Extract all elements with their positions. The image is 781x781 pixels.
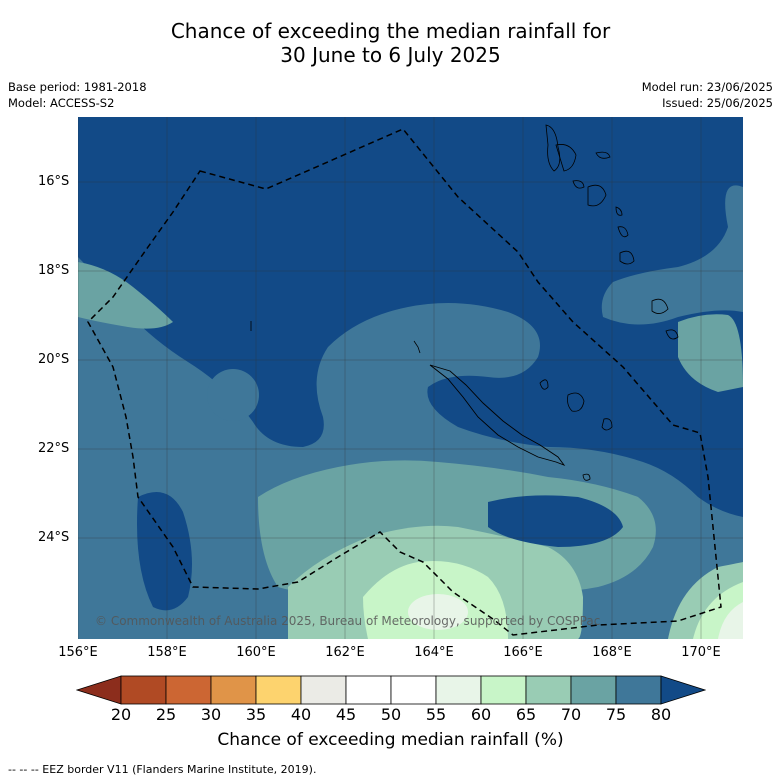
colorbar-tick-30: 30 xyxy=(200,705,222,724)
model-name: Model: ACCESS-S2 xyxy=(8,96,115,110)
zone-55-60-south xyxy=(408,594,468,630)
vanuatu-island-10 xyxy=(665,329,679,340)
colorbar-segment-70-75 xyxy=(570,675,617,705)
copyright-notice: © Commonwealth of Australia 2025, Bureau… xyxy=(95,614,601,628)
colorbar-tick-25: 25 xyxy=(155,705,177,724)
title-line-1: Chance of exceeding the median rainfall … xyxy=(170,19,611,43)
colorbar-tick-60: 60 xyxy=(470,705,492,724)
map-title: Chance of exceeding the median rainfall … xyxy=(0,19,781,67)
colorbar-tick-50: 50 xyxy=(380,705,402,724)
lon-label-162e: 162°E xyxy=(325,645,365,660)
colorbar-segment-50-55 xyxy=(390,675,437,705)
colorbar-segment-55-60 xyxy=(435,675,482,705)
lon-label-166e: 166°E xyxy=(503,645,543,660)
lat-label-22s: 22°S xyxy=(38,441,70,456)
new-caledonia-north xyxy=(413,340,421,354)
lon-label-170e: 170°E xyxy=(681,645,721,660)
colorbar-segment-60-65 xyxy=(480,675,527,705)
colorbar-tick-45: 45 xyxy=(335,705,357,724)
base-period: Base period: 1981-2018 xyxy=(8,80,147,94)
lat-label-24s: 24°S xyxy=(38,530,70,545)
new-caledonia-island xyxy=(429,364,566,466)
colorbar-tick-35: 35 xyxy=(245,705,267,724)
vanuatu-island-9 xyxy=(651,298,669,314)
zone-over-80 xyxy=(78,117,743,517)
loyalty-island-2 xyxy=(567,392,585,412)
colorbar-segment-25-30 xyxy=(165,675,212,705)
zone-70-75-east xyxy=(678,314,743,392)
lon-label-160e: 160°E xyxy=(236,645,276,660)
colorbar-segment-40-45 xyxy=(300,675,347,705)
colorbar-segment-20-25 xyxy=(120,675,167,705)
vanuatu-island-7 xyxy=(617,226,629,238)
meta-right: Model run: 23/06/2025 Issued: 25/06/2025 xyxy=(642,79,773,111)
colorbar-tick-80: 80 xyxy=(650,705,672,724)
meta-left: Base period: 1981-2018 Model: ACCESS-S2 xyxy=(8,79,147,111)
colorbar-tick-20: 20 xyxy=(110,705,132,724)
lon-label-164e: 164°E xyxy=(414,645,454,660)
lon-label-158e: 158°E xyxy=(147,645,187,660)
lat-label-18s: 18°S xyxy=(38,263,70,278)
colorbar-segment-65-70 xyxy=(525,675,572,705)
vanuatu-island-1 xyxy=(545,124,561,172)
zone-over-80-se xyxy=(488,495,623,547)
colorbar-tick-65: 65 xyxy=(515,705,537,724)
colorbar-segment-45-50 xyxy=(345,675,392,705)
zone-70-75-nw xyxy=(78,262,173,329)
issued-date: Issued: 25/06/2025 xyxy=(662,96,773,110)
title-line-2: 30 June to 6 July 2025 xyxy=(280,43,501,67)
rainfall-map xyxy=(78,117,743,639)
lon-label-156e: 156°E xyxy=(58,645,98,660)
colorbar-tick-40: 40 xyxy=(290,705,312,724)
colorbar-segment-30-35 xyxy=(210,675,257,705)
colorbar-tick-55: 55 xyxy=(425,705,447,724)
loyalty-island-1 xyxy=(539,379,549,390)
vanuatu-island-4 xyxy=(572,180,585,189)
colorbar xyxy=(76,675,706,705)
vanuatu-island-6 xyxy=(615,206,623,216)
colorbar-segment-35-40 xyxy=(255,675,302,705)
loyalty-island-3 xyxy=(601,418,613,431)
colorbar-tick-70: 70 xyxy=(560,705,582,724)
model-run: Model run: 23/06/2025 xyxy=(641,80,773,94)
colorbar-segment-75-80 xyxy=(615,675,662,705)
zone-over-80-south xyxy=(137,492,192,611)
zone-55-60-se xyxy=(718,602,743,639)
colorbar-extend-high xyxy=(660,675,706,705)
vanuatu-island-2 xyxy=(555,144,577,172)
lon-label-168e: 168°E xyxy=(592,645,632,660)
colorbar-tick-75: 75 xyxy=(605,705,627,724)
colorbar-title: Chance of exceeding median rainfall (%) xyxy=(217,730,564,750)
lat-label-16s: 16°S xyxy=(38,174,70,189)
isle-of-pines xyxy=(582,473,591,481)
vanuatu-island-3 xyxy=(595,151,611,159)
vanuatu-island-8 xyxy=(619,250,635,265)
zone-75-80-west xyxy=(207,369,259,421)
colorbar-extend-low xyxy=(76,675,122,705)
lat-label-20s: 20°S xyxy=(38,352,70,367)
legend-eez-border: -- -- -- EEZ border V11 (Flanders Marine… xyxy=(8,763,317,776)
vanuatu-island-5 xyxy=(587,184,607,207)
